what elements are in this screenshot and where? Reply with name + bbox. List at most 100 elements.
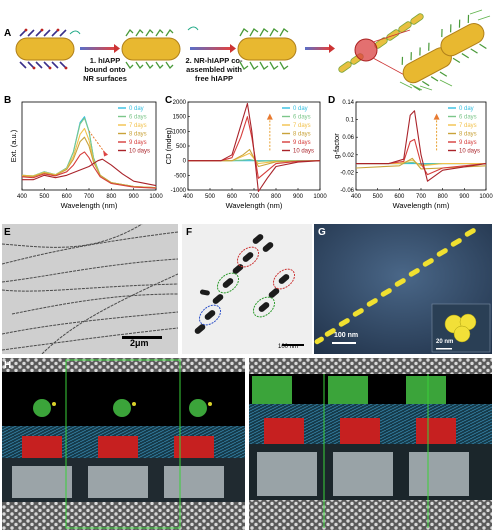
- ytick-label-D-0.1: 0.1: [346, 118, 355, 124]
- ytick-label-D-0.02: 0.02: [342, 153, 354, 159]
- series-C-4: [188, 116, 321, 179]
- series-B-4: [21, 151, 157, 189]
- xtick-label-B-500: 500: [39, 194, 50, 200]
- scale-g-main: 100 nm: [334, 332, 359, 339]
- legend-label-B-5: 10 days: [129, 149, 150, 155]
- xtick-label-D-400: 400: [351, 194, 362, 200]
- trend-arrow-B: [88, 130, 106, 154]
- xtick-label-C-400: 400: [183, 194, 194, 200]
- series-B-5: [22, 158, 157, 187]
- xtick-label-B-800: 800: [106, 194, 117, 200]
- md-snapshots: [2, 358, 492, 530]
- panel-label-e: E: [4, 227, 11, 238]
- panel-label-d: D: [328, 95, 336, 106]
- panel-label-g: G: [318, 227, 326, 238]
- rod-chain-f: [182, 224, 312, 354]
- legend-label-D-1: 6 days: [459, 115, 477, 121]
- ytick-label-C-1500: 1500: [173, 115, 187, 121]
- legend-label-C-3: 8 days: [293, 132, 311, 138]
- legend-label-B-2: 7 days: [129, 123, 147, 129]
- step1-text: 1. hIAPP bound onto NR surfaces: [83, 56, 127, 83]
- ytick-label-D--0.06: -0.06: [340, 188, 354, 194]
- assembled-chain: [338, 13, 424, 79]
- legend-label-D-2: 7 days: [459, 123, 477, 129]
- series-C-3: [188, 148, 321, 168]
- series-C-5: [188, 102, 321, 193]
- panel-label-c: C: [165, 95, 173, 106]
- xtick-label-B-900: 900: [129, 194, 140, 200]
- panel-h-simulation: [2, 358, 492, 530]
- spectra-charts: 400 500 600 700 800 900 1000 Wavelength (nm) Ext…: [9, 100, 493, 210]
- panel-label-f: F: [186, 227, 193, 238]
- ytick-label-D-0.06: 0.06: [342, 135, 354, 141]
- legend-label-C-4: 9 days: [293, 140, 311, 146]
- panel-a-schematic: [15, 9, 491, 91]
- arrow-step3: [305, 44, 335, 53]
- xtick-label-D-600: 600: [394, 194, 405, 200]
- zoomed-rods: [399, 9, 491, 91]
- legend-label-D-3: 8 days: [459, 132, 477, 138]
- series-B-3: [21, 136, 157, 189]
- panel-label-a: A: [4, 28, 12, 39]
- panel-e-tem: 2μm: [2, 224, 178, 354]
- nanorod-bare: [15, 28, 75, 70]
- legend-label-C-0: 0 day: [293, 106, 308, 112]
- ytick-label-D-0.14: 0.14: [342, 100, 354, 106]
- xlabel-D: Wavelength (nm): [393, 201, 450, 210]
- ytick-label-C-500: 500: [176, 144, 187, 150]
- scale-f: 100 nm: [278, 344, 299, 350]
- legend-label-B-3: 8 days: [129, 132, 147, 138]
- xtick-label-B-400: 400: [17, 194, 28, 200]
- xtick-label-C-500: 500: [205, 194, 216, 200]
- trend-arrowhead-D: [433, 113, 440, 120]
- legend-label-D-0: 0 day: [459, 106, 474, 112]
- trend-arrowhead-C: [266, 113, 273, 120]
- legend-label-B-4: 9 days: [129, 140, 147, 146]
- legend-label-C-2: 7 days: [293, 123, 311, 129]
- xtick-label-C-600: 600: [227, 194, 238, 200]
- nanorod-coated-2: [237, 28, 297, 70]
- step2-text: 2. NR-hIAPP co- assembled with free hIAP…: [185, 56, 243, 83]
- xtick-label-D-700: 700: [416, 194, 427, 200]
- panel-label-h: H: [4, 360, 12, 371]
- xtick-label-D-1000: 1000: [479, 194, 493, 200]
- ytick-label-D--0.02: -0.02: [340, 170, 354, 176]
- scale-e: 2μm: [130, 338, 149, 348]
- legend-label-C-1: 6 days: [293, 115, 311, 121]
- legend-label-D-4: 9 days: [459, 140, 477, 146]
- rod-chain-g: [314, 224, 492, 354]
- ytick-label-C-1000: 1000: [173, 129, 187, 135]
- ylabel-B: Ext. (a.u.): [9, 129, 18, 162]
- ylabel-D: g-factor: [332, 133, 341, 159]
- xlabel-B: Wavelength (nm): [61, 201, 118, 210]
- xtick-label-B-1000: 1000: [149, 194, 163, 200]
- ytick-label-C-0: 0: [183, 159, 187, 165]
- xtick-label-C-900: 900: [293, 194, 304, 200]
- xlabel-C: Wavelength (nm): [226, 201, 283, 210]
- arrow-step1: [69, 30, 120, 53]
- trend-arrowhead-B: [103, 150, 109, 157]
- legend-label-D-5: 10 days: [459, 149, 480, 155]
- nanorod-coated-1: [121, 28, 181, 70]
- legend-label-B-0: 0 day: [129, 106, 144, 112]
- panel-g-tomography: 100 nm 20 nm: [314, 224, 492, 354]
- panel-f-tem: 100 nm: [182, 224, 312, 354]
- ytick-label-C-2000: 2000: [173, 100, 187, 106]
- ytick-label-C--1000: -1000: [171, 188, 187, 194]
- xtick-label-C-1000: 1000: [313, 194, 327, 200]
- xtick-label-D-900: 900: [459, 194, 470, 200]
- xtick-label-B-600: 600: [62, 194, 73, 200]
- scale-g-inset: 20 nm: [436, 339, 454, 345]
- legend-label-C-5: 10 days: [293, 149, 314, 155]
- xtick-label-B-700: 700: [84, 194, 95, 200]
- legend-label-B-1: 6 days: [129, 115, 147, 121]
- ytick-label-C--500: -500: [174, 173, 187, 179]
- series-D-5: [356, 110, 487, 182]
- series-D-4: [356, 138, 487, 176]
- panel-label-b: B: [4, 95, 12, 106]
- arrow-step2: [187, 26, 236, 53]
- ylabel-C: CD (mdeg): [164, 127, 173, 164]
- xtick-label-D-800: 800: [438, 194, 449, 200]
- xtick-label-D-500: 500: [373, 194, 384, 200]
- fiber-network: [2, 224, 178, 354]
